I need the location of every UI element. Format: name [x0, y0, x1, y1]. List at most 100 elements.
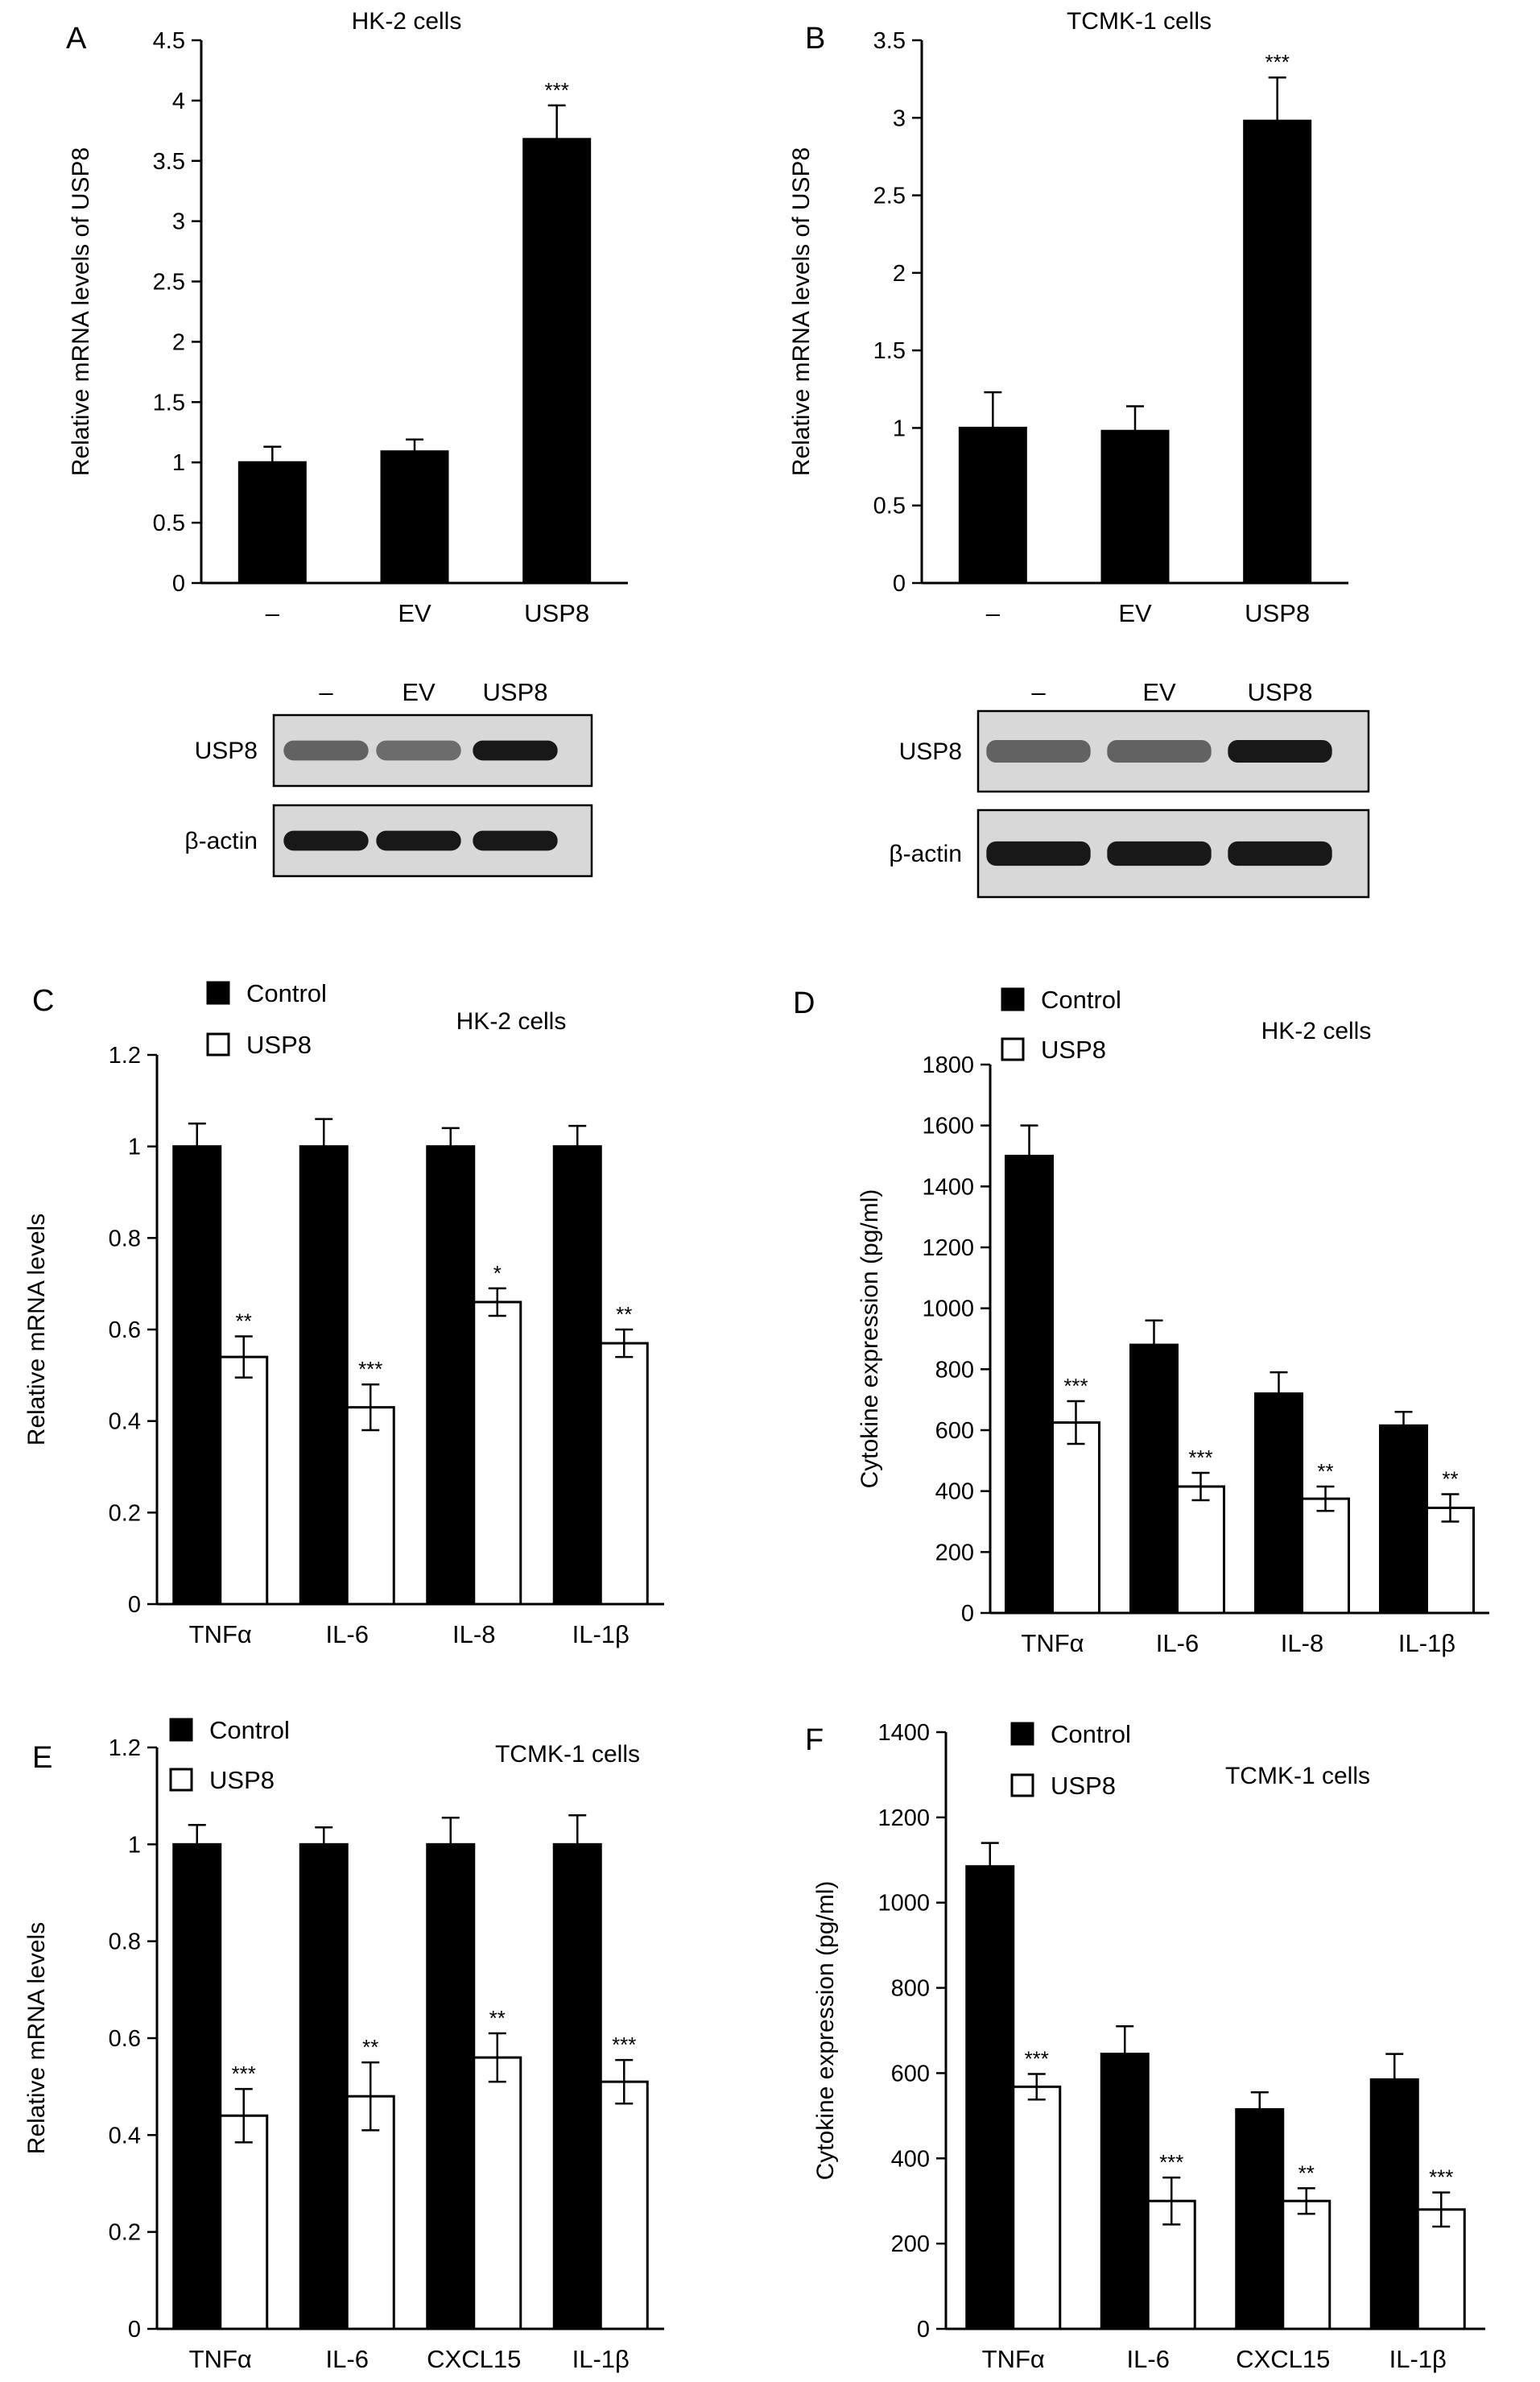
error-bar: [263, 445, 282, 463]
y-tick-label: 1: [128, 1832, 141, 1858]
x-tick-label: TNFα: [1021, 1629, 1084, 1657]
blot-band: [283, 830, 369, 851]
bar-value: [958, 426, 1027, 585]
y-tick-label: 1.2: [109, 1043, 141, 1069]
y-tick-label: 1: [893, 416, 906, 441]
error-bar: [361, 1383, 380, 1432]
error-bar: [1270, 1371, 1288, 1394]
y-tick-label: 1.2: [109, 1735, 141, 1761]
bar-usp8: [473, 1301, 522, 1606]
error-bar: [1027, 2073, 1046, 2101]
western-blot-a: – EV USP8 USP8 β-actin: [184, 678, 593, 878]
bar-control: [1129, 1343, 1179, 1615]
y-tick-label: 0.6: [109, 2026, 141, 2052]
error-bar: [615, 1328, 634, 1358]
bar-control: [1369, 2078, 1419, 2330]
chart-panel-b: B TCMK-1 cells 0 0.5 1 1.5 2 2.5 3 3.5 Relative mR…: [788, 8, 1348, 627]
error-bar: [315, 1118, 333, 1147]
significance-label: ***: [1063, 1374, 1088, 1398]
blot-row-label: β-actin: [889, 841, 962, 867]
x-tick-label: IL-8: [1281, 1629, 1323, 1657]
y-tick-label: 200: [891, 2231, 930, 2257]
y-tick-label: 4.5: [153, 28, 185, 54]
bar-usp8: [599, 2080, 649, 2330]
error-bar: [1441, 1493, 1459, 1523]
y-tick-label: 0: [917, 2317, 930, 2343]
blot-band: [1107, 740, 1212, 763]
legend-item: USP8: [1010, 1772, 1116, 1800]
panel-letter: C: [32, 984, 54, 1018]
x-tick-label: IL-6: [326, 2345, 369, 2373]
error-bar: [1191, 1471, 1210, 1502]
blot-band: [1228, 841, 1332, 866]
significance-label: **: [616, 1302, 632, 1326]
x-tick-label: TNFα: [189, 2345, 252, 2373]
y-tick-label: 800: [935, 1357, 974, 1383]
bar-value: [1100, 429, 1170, 585]
bar-control: [172, 1145, 222, 1606]
blot-row-label: β-actin: [184, 828, 258, 854]
bar-usp8: [219, 1355, 269, 1606]
legend-item: Control: [206, 979, 327, 1007]
bar-control: [426, 1145, 476, 1606]
legend-label: USP8: [246, 1031, 312, 1059]
error-bar: [1162, 2176, 1181, 2226]
error-bar: [568, 1813, 587, 1845]
y-tick-label: 1000: [922, 1296, 974, 1322]
y-tick-label: 200: [935, 1540, 974, 1565]
y-tick-label: 0.2: [109, 2220, 141, 2246]
error-bar: [1432, 2191, 1451, 2228]
bar-control: [552, 1145, 602, 1606]
significance-label: **: [1298, 2161, 1315, 2185]
blot-band: [473, 830, 558, 851]
error-bar: [188, 1824, 206, 1845]
x-tick-label: CXCL15: [427, 2345, 521, 2373]
bar-control: [1005, 1155, 1054, 1615]
chart-title: HK-2 cells: [1261, 1018, 1372, 1044]
chart-title: HK-2 cells: [456, 1008, 567, 1035]
x-tick-label: EV: [398, 599, 431, 627]
bar-control: [965, 1865, 1015, 2330]
blot-band: [986, 740, 1091, 763]
error-bar: [1394, 1411, 1413, 1426]
y-tick-label: 2: [893, 261, 906, 287]
legend-label: Control: [1051, 1720, 1131, 1748]
y-tick-label: 0: [961, 1601, 974, 1627]
error-bar: [1067, 1400, 1085, 1445]
x-tick-label: TNFα: [189, 1620, 252, 1648]
blot-band: [376, 830, 461, 851]
blot-band: [1107, 841, 1212, 866]
legend-label: USP8: [1051, 1772, 1116, 1800]
legend-swatch: [169, 1768, 193, 1792]
legend-item: USP8: [206, 1031, 312, 1059]
y-tick-label: 1.5: [873, 338, 906, 364]
legend-swatch: [206, 1032, 230, 1057]
x-tick-label: EV: [1118, 599, 1152, 627]
significance-label: **: [362, 2035, 378, 2059]
bar-control: [1379, 1424, 1428, 1615]
significance-label: ***: [1025, 2046, 1049, 2070]
blot-lane-label: –: [1031, 678, 1046, 706]
y-tick-label: 1600: [922, 1114, 974, 1139]
bar-control: [299, 1842, 349, 2330]
y-axis-label: Relative mRNA levels of USP8: [788, 147, 815, 477]
y-tick-label: 1: [172, 450, 185, 476]
x-tick-label: USP8: [524, 599, 589, 627]
error-bar: [1126, 405, 1144, 432]
y-tick-label: 1200: [877, 1805, 930, 1831]
error-bar: [234, 1335, 253, 1379]
panel-letter: E: [32, 1741, 52, 1775]
y-tick-label: 0.8: [109, 1929, 141, 1955]
blot-row-label: USP8: [195, 738, 258, 764]
chart-panel-f: F TCMK-1 cells 0 200 400 600 800 1000 1200 1400 Cy…: [805, 1720, 1485, 2373]
y-axis-label: Relative mRNA levels of USP8: [68, 147, 94, 477]
error-bar: [1116, 2024, 1134, 2054]
error-bar: [981, 1842, 999, 1867]
x-tick-label: IL-1β: [572, 2345, 630, 2373]
y-tick-label: 0.6: [109, 1317, 141, 1343]
error-bar: [615, 2058, 634, 2105]
panel-letter: A: [66, 22, 87, 56]
error-bar: [568, 1124, 587, 1147]
y-tick-label: 0: [128, 1592, 141, 1618]
error-bar: [1268, 76, 1286, 122]
